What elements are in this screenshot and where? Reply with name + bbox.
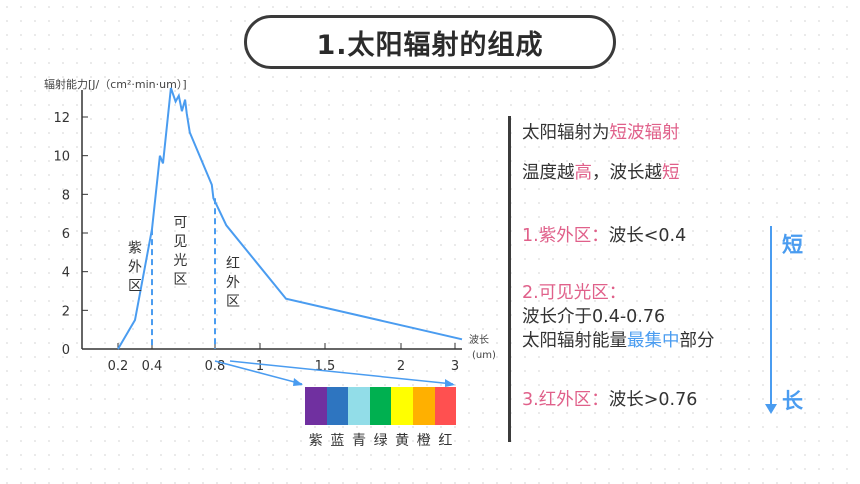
region-label: 红外区 (226, 256, 240, 310)
x-tick-label: 1 (256, 359, 264, 374)
spectrum-band (369, 387, 392, 425)
radiation-curve (117, 87, 463, 350)
line1-text: 太阳辐射为 (522, 123, 610, 143)
spectrum-color-labels: 紫蓝青绿黄橙红 (305, 430, 456, 450)
region-label: 紫外区 (128, 240, 142, 294)
y-tick-label: 4 (62, 266, 70, 281)
spectrum-band (391, 387, 413, 425)
y-tick-label: 0 (62, 343, 70, 358)
spectrum-band (434, 387, 457, 425)
x-tick-label: 0.4 (142, 359, 163, 374)
y-tick-label: 10 (53, 150, 70, 165)
line2-text-a: 温度越 (522, 163, 575, 183)
ir-text: 波长>0.76 (608, 390, 698, 410)
spectrum-color-label: 橙 (416, 433, 431, 449)
x-tick-label: 2 (397, 359, 405, 374)
spectrum-color-label: 紫 (308, 433, 323, 449)
summary-line-2: 温度越高，波长越短 (522, 162, 680, 184)
page-title: 1.太阳辐射的组成 (244, 15, 616, 69)
y-tick-label: 2 (62, 304, 70, 319)
wavelength-arrow (770, 226, 772, 406)
wavelength-arrow-head (765, 404, 777, 414)
spectrum-color-label: 青 (351, 433, 366, 449)
uv-label: 1.紫外区： (522, 226, 609, 246)
ir-label: 3.红外区： (522, 390, 609, 410)
line2-text-b: ，波长越 (592, 163, 662, 183)
spectrum-pointer-right (229, 360, 454, 385)
x-axis-title: 波长 (469, 333, 489, 346)
spectrum-color-label: 绿 (373, 433, 388, 449)
x-tick-label: 0.2 (108, 359, 129, 374)
spectrum-pointer-left (214, 360, 303, 385)
spectrum-band (326, 387, 349, 425)
short-label: 短 (782, 233, 803, 257)
visible-spectrum-bar (305, 387, 457, 425)
region-label: 可见光区 (173, 215, 187, 288)
y-axis-title: 辐射能力[J/（cm²·min·um）] (44, 78, 187, 91)
x-tick-label: 3 (451, 359, 459, 374)
summary-line-1: 太阳辐射为短波辐射 (522, 122, 680, 144)
y-tick-label: 6 (62, 227, 70, 242)
spectrum-color-label: 蓝 (330, 433, 345, 449)
visible-energy-note: 太阳辐射能量最集中部分 (522, 330, 715, 352)
visible-region-note: 2.可见光区： (522, 282, 626, 304)
uv-region-note: 1.紫外区：波长<0.4 (522, 225, 686, 247)
energy-text-b: 部分 (679, 331, 715, 351)
uv-text: 波长<0.4 (608, 226, 687, 246)
spectrum-color-label: 黄 (395, 433, 410, 449)
y-tick-label: 8 (62, 188, 70, 203)
x-axis-unit: (um) (472, 350, 496, 361)
vertical-divider (508, 116, 511, 442)
energy-text: 太阳辐射能量 (522, 331, 627, 351)
visible-range-note: 波长介于0.4-0.76 (522, 307, 666, 327)
spectrum-color-label: 红 (438, 433, 453, 449)
visible-label: 2.可见光区： (522, 283, 627, 303)
line1-highlight: 短波辐射 (609, 123, 680, 143)
ir-region-note: 3.红外区：波长>0.76 (522, 389, 697, 411)
spectrum-band (305, 387, 327, 425)
line2-highlight-b: 短 (662, 163, 680, 183)
y-tick-label: 12 (53, 111, 70, 126)
energy-highlight: 最集中 (627, 331, 680, 351)
line2-highlight-a: 高 (574, 163, 593, 183)
spectrum-band (412, 387, 435, 425)
long-label: 长 (782, 389, 803, 413)
spectrum-band (348, 387, 370, 425)
